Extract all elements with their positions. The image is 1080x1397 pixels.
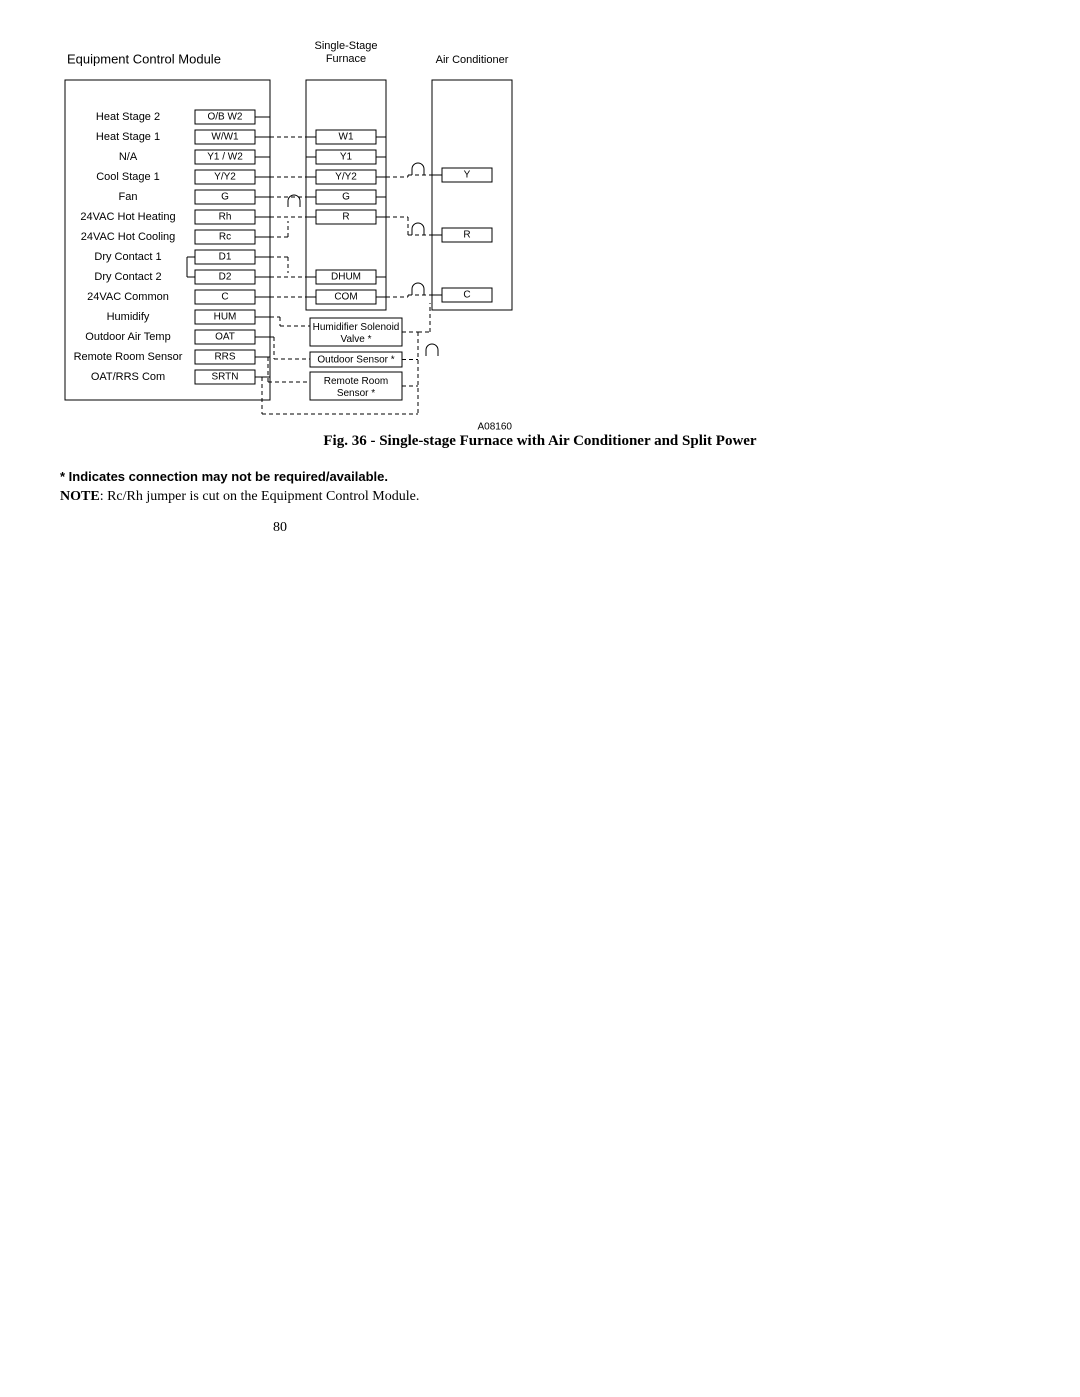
svg-text:OAT: OAT: [215, 332, 235, 343]
svg-text:D1: D1: [219, 252, 232, 263]
svg-text:D2: D2: [219, 272, 232, 283]
figure-caption: Fig. 36 - Single-stage Furnace with Air …: [60, 430, 1020, 453]
svg-text:Humidify: Humidify: [107, 311, 150, 323]
page: Equipment Control Module Single-StageFurn…: [0, 0, 1080, 1397]
svg-text:HUM: HUM: [214, 312, 237, 323]
svg-text:Remote RoomSensor *: Remote RoomSensor *: [324, 376, 388, 399]
svg-text:Single-StageFurnace: Single-StageFurnace: [315, 40, 378, 65]
svg-text:Rc: Rc: [219, 232, 231, 243]
svg-text:W/W1: W/W1: [211, 132, 239, 143]
svg-text:Dry Contact 1: Dry Contact 1: [94, 251, 161, 263]
svg-text:Heat Stage 1: Heat Stage 1: [96, 131, 160, 143]
svg-text:O/B W2: O/B W2: [207, 112, 242, 123]
svg-text:G: G: [221, 192, 229, 203]
svg-text:Remote Room Sensor: Remote Room Sensor: [74, 351, 183, 363]
caption-block: Fig. 36 - Single-stage Furnace with Air …: [60, 430, 1020, 507]
svg-text:Cool Stage 1: Cool Stage 1: [96, 171, 160, 183]
svg-text:Y/Y2: Y/Y2: [214, 172, 236, 183]
svg-text:SRTN: SRTN: [211, 372, 238, 383]
svg-text:N/A: N/A: [119, 151, 138, 163]
svg-text:Outdoor Air Temp: Outdoor Air Temp: [85, 331, 170, 343]
svg-text:COM: COM: [334, 292, 357, 303]
svg-text:Humidifier SolenoidValve *: Humidifier SolenoidValve *: [313, 322, 400, 345]
svg-text:Outdoor Sensor *: Outdoor Sensor *: [317, 354, 394, 365]
svg-text:Rh: Rh: [219, 212, 232, 223]
note-prefix: NOTE: [60, 489, 100, 504]
svg-text:Y1 / W2: Y1 / W2: [207, 152, 243, 163]
svg-text:OAT/RRS Com: OAT/RRS Com: [91, 371, 165, 383]
svg-text:Y1: Y1: [340, 152, 353, 163]
svg-text:24VAC Hot Heating: 24VAC Hot Heating: [80, 211, 175, 223]
svg-text:R: R: [463, 230, 470, 241]
svg-text:24VAC Common: 24VAC Common: [87, 291, 169, 303]
svg-text:R: R: [342, 212, 349, 223]
svg-text:W1: W1: [339, 132, 354, 143]
note-body: : Rc/Rh jumper is cut on the Equipment C…: [100, 489, 420, 504]
svg-text:Air Conditioner: Air Conditioner: [436, 54, 509, 66]
svg-text:C: C: [221, 292, 228, 303]
svg-text:Dry Contact 2: Dry Contact 2: [94, 271, 161, 283]
svg-text:RRS: RRS: [214, 352, 235, 363]
svg-text:Equipment Control Module: Equipment Control Module: [67, 51, 221, 66]
svg-text:Fan: Fan: [119, 191, 138, 203]
svg-text:DHUM: DHUM: [331, 272, 361, 283]
diagram-content: Equipment Control Module Single-StageFurn…: [65, 40, 512, 433]
svg-text:G: G: [342, 192, 350, 203]
wiring-diagram: Equipment Control Module Single-StageFurn…: [0, 0, 1080, 440]
optional-note: * Indicates connection may not be requir…: [60, 467, 1020, 487]
svg-text:Y: Y: [464, 170, 471, 181]
svg-text:Y/Y2: Y/Y2: [335, 172, 357, 183]
svg-text:C: C: [463, 290, 470, 301]
jumper-note: NOTE: Rc/Rh jumper is cut on the Equipme…: [60, 486, 1020, 507]
svg-text:Heat Stage 2: Heat Stage 2: [96, 111, 160, 123]
svg-text:24VAC Hot Cooling: 24VAC Hot Cooling: [81, 231, 176, 243]
page-number: 80: [0, 520, 560, 536]
